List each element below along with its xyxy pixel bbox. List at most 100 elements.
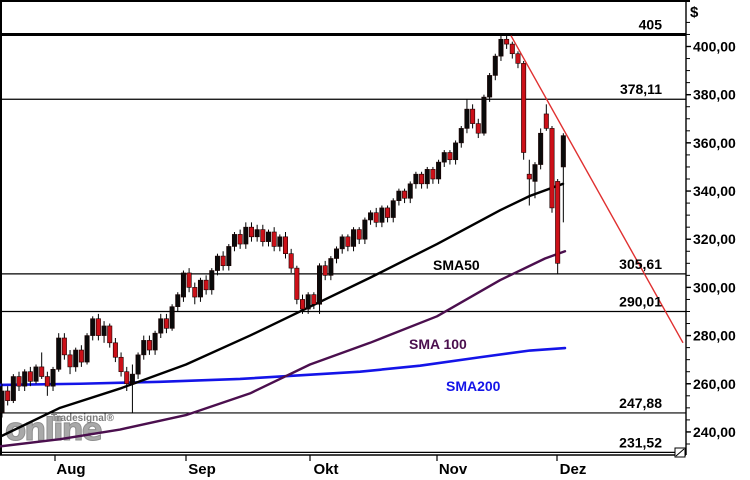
candle-up (135, 354, 141, 375)
candle-down (373, 212, 379, 223)
candle-down (237, 234, 243, 245)
candle-down (475, 123, 481, 134)
candle-down (356, 229, 362, 240)
candle-down (5, 390, 11, 401)
candle-down (67, 354, 73, 368)
candle-up (441, 152, 447, 163)
candle-down (78, 349, 84, 363)
y-axis-tick-label: 400,00 (693, 39, 736, 55)
candle-up (0, 390, 5, 413)
candle-down (549, 128, 555, 209)
candle-up (129, 373, 135, 385)
candle-down (504, 38, 510, 45)
candle-down (430, 169, 436, 180)
candle-down (260, 229, 266, 242)
candle-up (180, 272, 186, 298)
candle-down (220, 255, 226, 267)
candle-up (390, 200, 396, 218)
candle-up (407, 183, 413, 199)
candle-up (209, 270, 215, 291)
candle-up (305, 294, 311, 310)
candle-up (481, 96, 487, 134)
candle-up (265, 231, 271, 242)
candle-down (163, 318, 169, 329)
resize-grip-diagonal (675, 448, 685, 457)
candle-down (186, 272, 192, 288)
candle-up (413, 173, 419, 185)
candle-up (22, 371, 28, 387)
candle-up (243, 226, 249, 245)
y-axis-tick-label: 300,00 (693, 279, 736, 295)
logo-tradesignal-text: Tradesignal® (51, 413, 114, 424)
candle-up (152, 332, 158, 351)
candle-down (345, 236, 351, 247)
candle-up (10, 376, 16, 401)
candle-down (447, 152, 453, 161)
y-axis-tick-label: 280,00 (693, 328, 736, 344)
candle-down (61, 337, 67, 356)
candle-up (351, 229, 357, 247)
candle-down (39, 366, 45, 377)
candle-up (560, 135, 566, 168)
candle-up (498, 38, 504, 57)
downtrend-line[interactable] (510, 35, 684, 344)
candle-up (458, 128, 464, 144)
candle-down (118, 356, 124, 373)
candle-down (107, 325, 113, 344)
x-axis-month-label: Dez (560, 461, 587, 478)
y-axis-tick-label: 260,00 (693, 376, 736, 392)
price-level-label: 247,88 (619, 395, 662, 411)
candle-up (101, 325, 107, 336)
y-axis-tick-label: 340,00 (693, 183, 736, 199)
candle-down (294, 267, 300, 300)
price-level-label: 305,61 (619, 256, 662, 272)
candle-up (226, 246, 232, 267)
candle-down (555, 181, 561, 264)
candle-up (436, 161, 442, 180)
indicator-label-sma50[interactable]: SMA50 (433, 257, 480, 273)
indicator-label-sma200[interactable]: SMA200 (446, 378, 501, 394)
candle-up (254, 229, 260, 238)
candle-down (300, 299, 306, 310)
candle-down (27, 371, 33, 382)
candle-up (368, 212, 374, 221)
candle-down (402, 190, 408, 199)
candle-up (84, 335, 90, 363)
candle-down (509, 43, 515, 55)
candle-down (124, 371, 130, 385)
candle-up (379, 207, 385, 223)
candle-up (362, 219, 368, 240)
candle-up (197, 279, 203, 298)
window-border-top (0, 0, 690, 2)
y-axis-unit-label: $ (690, 4, 699, 21)
candle-down (95, 318, 101, 336)
candle-up (141, 340, 147, 356)
sma50-line (0, 182, 565, 438)
candle-down (282, 236, 288, 254)
candle-up (73, 349, 79, 368)
candle-down (521, 63, 527, 153)
x-axis-month-label: Okt (313, 461, 338, 478)
y-axis-tick-label: 380,00 (693, 87, 736, 103)
candle-up (328, 258, 334, 276)
x-axis-month-label: Nov (439, 461, 468, 478)
candle-up (532, 164, 538, 182)
candle-up (487, 75, 493, 98)
candle-up (231, 234, 237, 247)
x-axis-month-label: Sep (188, 461, 216, 478)
candle-down (44, 376, 50, 387)
candle-down (543, 113, 549, 129)
candle-down (515, 53, 521, 64)
candle-up (492, 55, 498, 76)
window-border-left (0, 0, 2, 455)
candle-up (334, 248, 340, 259)
candle-down (271, 231, 277, 247)
indicator-label-sma100[interactable]: SMA 100 (409, 336, 467, 352)
candle-down (248, 226, 254, 238)
candle-down (203, 279, 209, 291)
candle-up (158, 318, 164, 334)
candle-up (214, 255, 220, 271)
candle-up (339, 236, 345, 250)
